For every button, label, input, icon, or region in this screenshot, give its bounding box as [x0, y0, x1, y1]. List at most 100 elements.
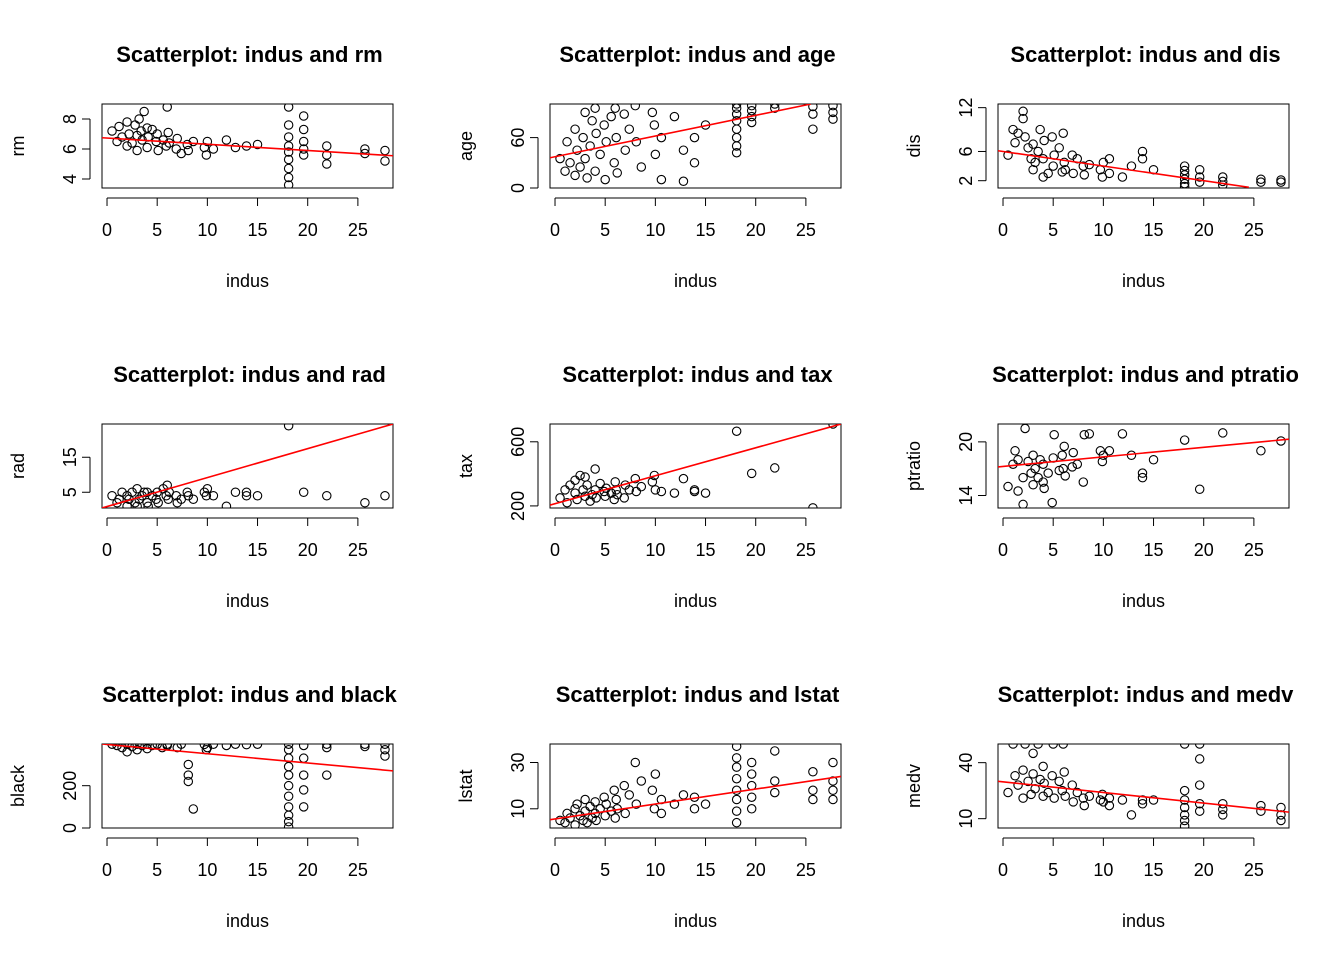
scatter-point	[731, 426, 742, 436]
scatter-point	[1048, 161, 1058, 171]
scatter-point	[1018, 499, 1028, 508]
scatter-point	[1030, 157, 1040, 168]
panel-rad: Scatterplot: indus and rad 0 5 10 15 20 25 5 15 i…	[0, 320, 448, 640]
scatter-point	[1068, 797, 1079, 807]
scatter-point	[1038, 459, 1048, 469]
x-tick-label: 20	[298, 540, 318, 560]
scatter-point	[1043, 787, 1053, 798]
plot-area	[102, 424, 393, 508]
scatter-point	[560, 485, 570, 495]
scatter-point	[1194, 484, 1205, 494]
scatter-point	[380, 491, 390, 501]
x-tick-label: 10	[1093, 860, 1113, 880]
scatter-point	[132, 501, 142, 508]
scatter-point	[230, 142, 241, 153]
regression-line	[550, 104, 812, 159]
scatter-point	[1104, 793, 1115, 803]
scatter-point	[770, 104, 780, 113]
scatter-point	[1018, 106, 1028, 117]
scatter-point	[601, 137, 611, 147]
scatter-point	[283, 163, 294, 174]
scatter-point	[1179, 810, 1190, 820]
scatter-point	[731, 147, 742, 158]
plot-area	[998, 106, 1286, 188]
scatter-point	[631, 799, 642, 809]
scatter-point	[163, 494, 173, 505]
scatter-point	[1030, 463, 1040, 474]
scatter-point	[188, 804, 199, 814]
scatter-point	[298, 144, 309, 154]
scatter-point	[158, 135, 168, 145]
plot-frame	[101, 743, 394, 829]
scatter-point	[1033, 146, 1043, 157]
x-tick-label: 25	[348, 540, 368, 560]
x-axis-label: indus	[674, 911, 717, 931]
scatter-point	[132, 744, 142, 749]
y-tick-label: 0	[508, 183, 528, 193]
scatter-point	[1117, 795, 1128, 805]
regression-line	[998, 149, 1249, 188]
scatter-point	[221, 135, 232, 145]
x-tick-label: 20	[1194, 540, 1214, 560]
x-tick-label: 20	[1194, 220, 1214, 240]
scatter-point	[283, 816, 294, 827]
scatter-point	[1028, 164, 1038, 175]
panel-black: Scatterplot: indus and black 0 5 10 15 20 25 0 2…	[0, 640, 448, 960]
scatter-point	[176, 744, 187, 749]
scatter-point	[746, 792, 757, 802]
scatter-point	[1026, 789, 1036, 800]
scatter-point	[1072, 787, 1083, 798]
scatter-point	[1104, 154, 1115, 164]
plot-area	[102, 104, 393, 188]
scatter-point	[1078, 793, 1089, 803]
scatter-point	[1048, 744, 1058, 749]
scatter-point	[1020, 132, 1030, 142]
scatter-point	[808, 503, 818, 508]
scatter-point	[580, 107, 590, 118]
x-tick-label: 0	[550, 220, 560, 240]
scatter-point	[147, 744, 157, 751]
scatter-point	[1028, 748, 1038, 759]
scatter-point	[649, 120, 660, 130]
plot-frame	[997, 423, 1290, 509]
scatter-point	[1043, 468, 1053, 478]
scatter-point	[700, 488, 711, 498]
scatter-point	[1018, 472, 1028, 483]
scatter-point	[1018, 113, 1028, 124]
scatter-point	[746, 105, 757, 116]
scatter-point	[322, 141, 332, 151]
scatter-point	[590, 464, 600, 474]
x-axis-label: indus	[1122, 591, 1165, 611]
scatter-point	[570, 804, 580, 814]
scatter-point	[1057, 450, 1067, 461]
scatter-point	[647, 477, 658, 487]
scatter-point	[163, 127, 173, 138]
scatter-point	[611, 132, 621, 143]
plot-area	[998, 744, 1289, 828]
scatter-point	[631, 486, 642, 497]
x-tick-label: 25	[796, 860, 816, 880]
scatter-point	[647, 107, 658, 118]
scatter-point	[122, 744, 132, 749]
scatter-point	[1218, 810, 1228, 820]
scatter-point	[1047, 497, 1057, 508]
x-tick-label: 15	[696, 860, 716, 880]
y-tick-label: 2	[956, 176, 976, 186]
scatter-point	[1059, 767, 1069, 777]
scatterplot-svg: Scatterplot: indus and age 0 5 10 15 20 25 0 60 i…	[456, 42, 842, 291]
scatter-point	[1137, 468, 1148, 478]
scatter-point	[808, 785, 818, 796]
scatter-point	[1023, 776, 1033, 787]
scatter-point	[619, 780, 630, 791]
scatter-point	[283, 744, 294, 755]
scatter-point	[620, 808, 631, 819]
scatter-point	[1060, 164, 1070, 175]
scatter-point	[188, 136, 199, 147]
x-tick-label: 15	[696, 540, 716, 560]
scatter-point	[1084, 791, 1095, 802]
scatter-point	[283, 791, 294, 802]
x-tick-label: 10	[1093, 540, 1113, 560]
x-axis-label: indus	[226, 911, 269, 931]
scatter-point	[1148, 454, 1159, 465]
scatter-point	[1072, 459, 1083, 469]
